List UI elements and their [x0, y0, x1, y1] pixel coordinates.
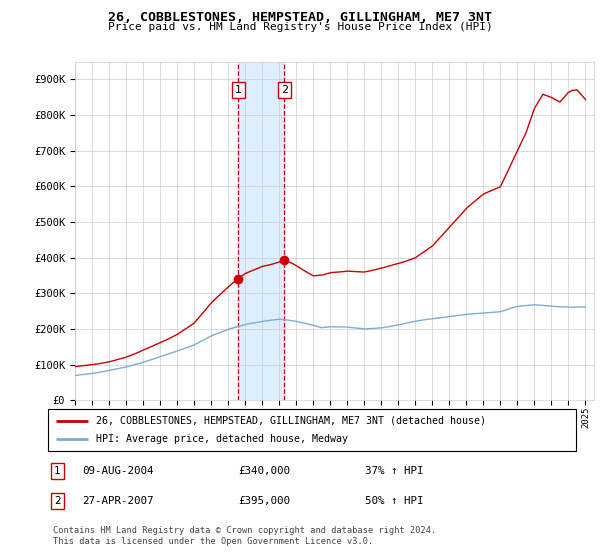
Text: 37% ↑ HPI: 37% ↑ HPI [365, 466, 424, 476]
Text: HPI: Average price, detached house, Medway: HPI: Average price, detached house, Medw… [95, 434, 347, 444]
Text: £340,000: £340,000 [238, 466, 290, 476]
Text: 26, COBBLESTONES, HEMPSTEAD, GILLINGHAM, ME7 3NT: 26, COBBLESTONES, HEMPSTEAD, GILLINGHAM,… [108, 11, 492, 24]
FancyBboxPatch shape [48, 409, 576, 451]
Text: 50% ↑ HPI: 50% ↑ HPI [365, 496, 424, 506]
Text: 2: 2 [54, 496, 61, 506]
Text: 09-AUG-2004: 09-AUG-2004 [82, 466, 154, 476]
Text: 2: 2 [281, 85, 288, 95]
Text: 1: 1 [54, 466, 61, 476]
Text: 1: 1 [235, 85, 242, 95]
Text: Price paid vs. HM Land Registry's House Price Index (HPI): Price paid vs. HM Land Registry's House … [107, 22, 493, 32]
Text: 27-APR-2007: 27-APR-2007 [82, 496, 154, 506]
Text: Contains HM Land Registry data © Crown copyright and database right 2024.
This d: Contains HM Land Registry data © Crown c… [53, 526, 437, 545]
Bar [238, 62, 284, 400]
Text: 26, COBBLESTONES, HEMPSTEAD, GILLINGHAM, ME7 3NT (detached house): 26, COBBLESTONES, HEMPSTEAD, GILLINGHAM,… [95, 416, 485, 426]
Text: £395,000: £395,000 [238, 496, 290, 506]
